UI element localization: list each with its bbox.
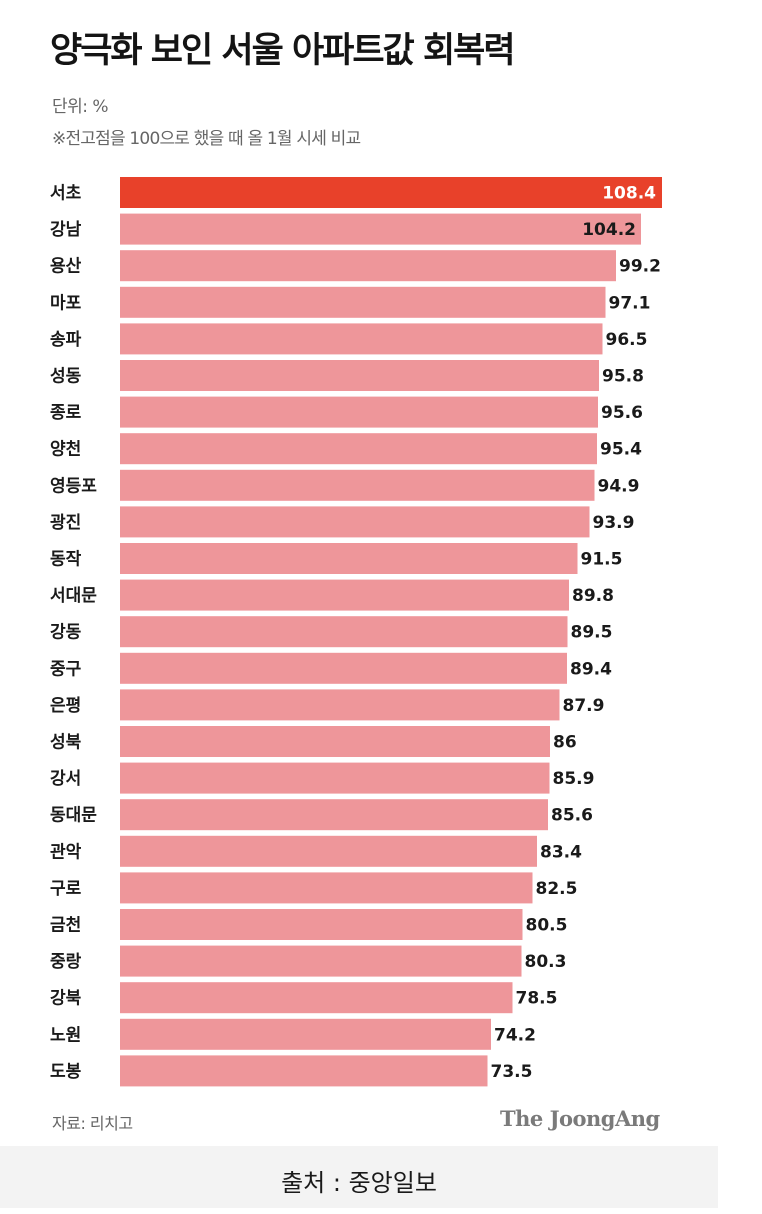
bar [120,360,599,391]
value-label: 85.6 [551,806,593,826]
category-label: 강서 [50,769,81,789]
category-label: 성북 [50,733,82,753]
category-label: 금천 [50,916,81,936]
bar [120,1055,488,1087]
category-label: 광진 [50,513,81,533]
value-label: 78.5 [516,989,558,1009]
category-label: 영등포 [50,476,97,496]
category-label: 동작 [50,550,82,570]
bar [120,909,523,940]
category-label: 은평 [50,696,81,716]
bar [120,799,548,831]
bar [120,250,616,282]
bar [120,652,567,684]
value-label: 80.3 [525,952,567,972]
bar [120,469,595,501]
value-label: 95.8 [602,367,644,387]
value-label: 97.1 [609,293,651,313]
category-label: 중랑 [50,952,82,972]
chart-note: ※전고점을 100으로 했을 때 올 1월 시세 비교 [52,129,361,149]
value-label: 89.4 [570,659,612,679]
category-label: 서초 [50,184,82,204]
bar [120,872,533,904]
chart-title: 양극화 보인 서울 아파트값 회복력 [50,31,516,71]
source-label: 자료: 리치고 [52,1114,133,1133]
category-label: 용산 [50,257,82,277]
bar [120,762,550,794]
bar [120,982,513,1014]
bar [120,579,569,611]
category-label: 마포 [50,293,82,313]
category-label: 종로 [50,403,82,423]
value-label: 95.6 [601,403,643,423]
bar [120,616,568,648]
bar [120,286,606,318]
bar [120,323,603,355]
value-label: 80.5 [526,916,568,936]
category-label: 관악 [50,842,82,862]
bar [120,506,590,538]
value-label: 96.5 [606,330,648,350]
value-label: 89.5 [571,623,613,643]
value-label: 87.9 [563,696,605,716]
bar [120,543,578,574]
bar [120,177,662,208]
value-label: 85.9 [553,769,595,789]
bar-chart: 서초 108.4 강남 104.2 용산 99.2 마포 97.1 송파 96.5 성동 95.8 종로… [50,177,662,1087]
caption-bar [0,1146,718,1208]
value-label: 108.4 [602,184,656,204]
category-label: 성동 [50,367,82,387]
category-label: 강북 [50,989,82,1009]
value-label: 95.4 [600,440,642,460]
category-label: 구로 [50,879,82,899]
value-label: 74.2 [494,1025,536,1045]
category-label: 강동 [50,623,82,643]
category-label: 강남 [50,220,82,240]
value-label: 94.9 [598,476,640,496]
publisher-logo: The JoongAng [500,1106,660,1131]
value-label: 91.5 [581,550,623,570]
category-label: 송파 [50,330,82,350]
category-label: 중구 [50,659,82,679]
bar [120,433,597,465]
category-label: 노원 [50,1025,81,1045]
value-label: 82.5 [536,879,578,899]
unit-label: 단위: % [52,97,109,117]
value-label: 99.2 [619,257,661,277]
category-label: 서대문 [50,586,97,606]
category-label: 양천 [50,440,81,460]
category-label: 동대문 [50,806,97,826]
bar [120,213,641,245]
bar [120,835,537,867]
bar [120,396,598,428]
bar [120,726,550,757]
value-label: 83.4 [540,842,582,862]
value-label: 73.5 [491,1062,533,1082]
value-label: 93.9 [593,513,635,533]
value-label: 89.8 [572,586,614,606]
category-label: 도봉 [50,1062,82,1082]
caption-text: 출처 : 중앙일보 [281,1169,437,1197]
bar [120,689,560,721]
value-label: 104.2 [582,220,636,240]
bar [120,945,522,977]
value-label: 86 [553,733,577,753]
bar [120,1018,491,1050]
